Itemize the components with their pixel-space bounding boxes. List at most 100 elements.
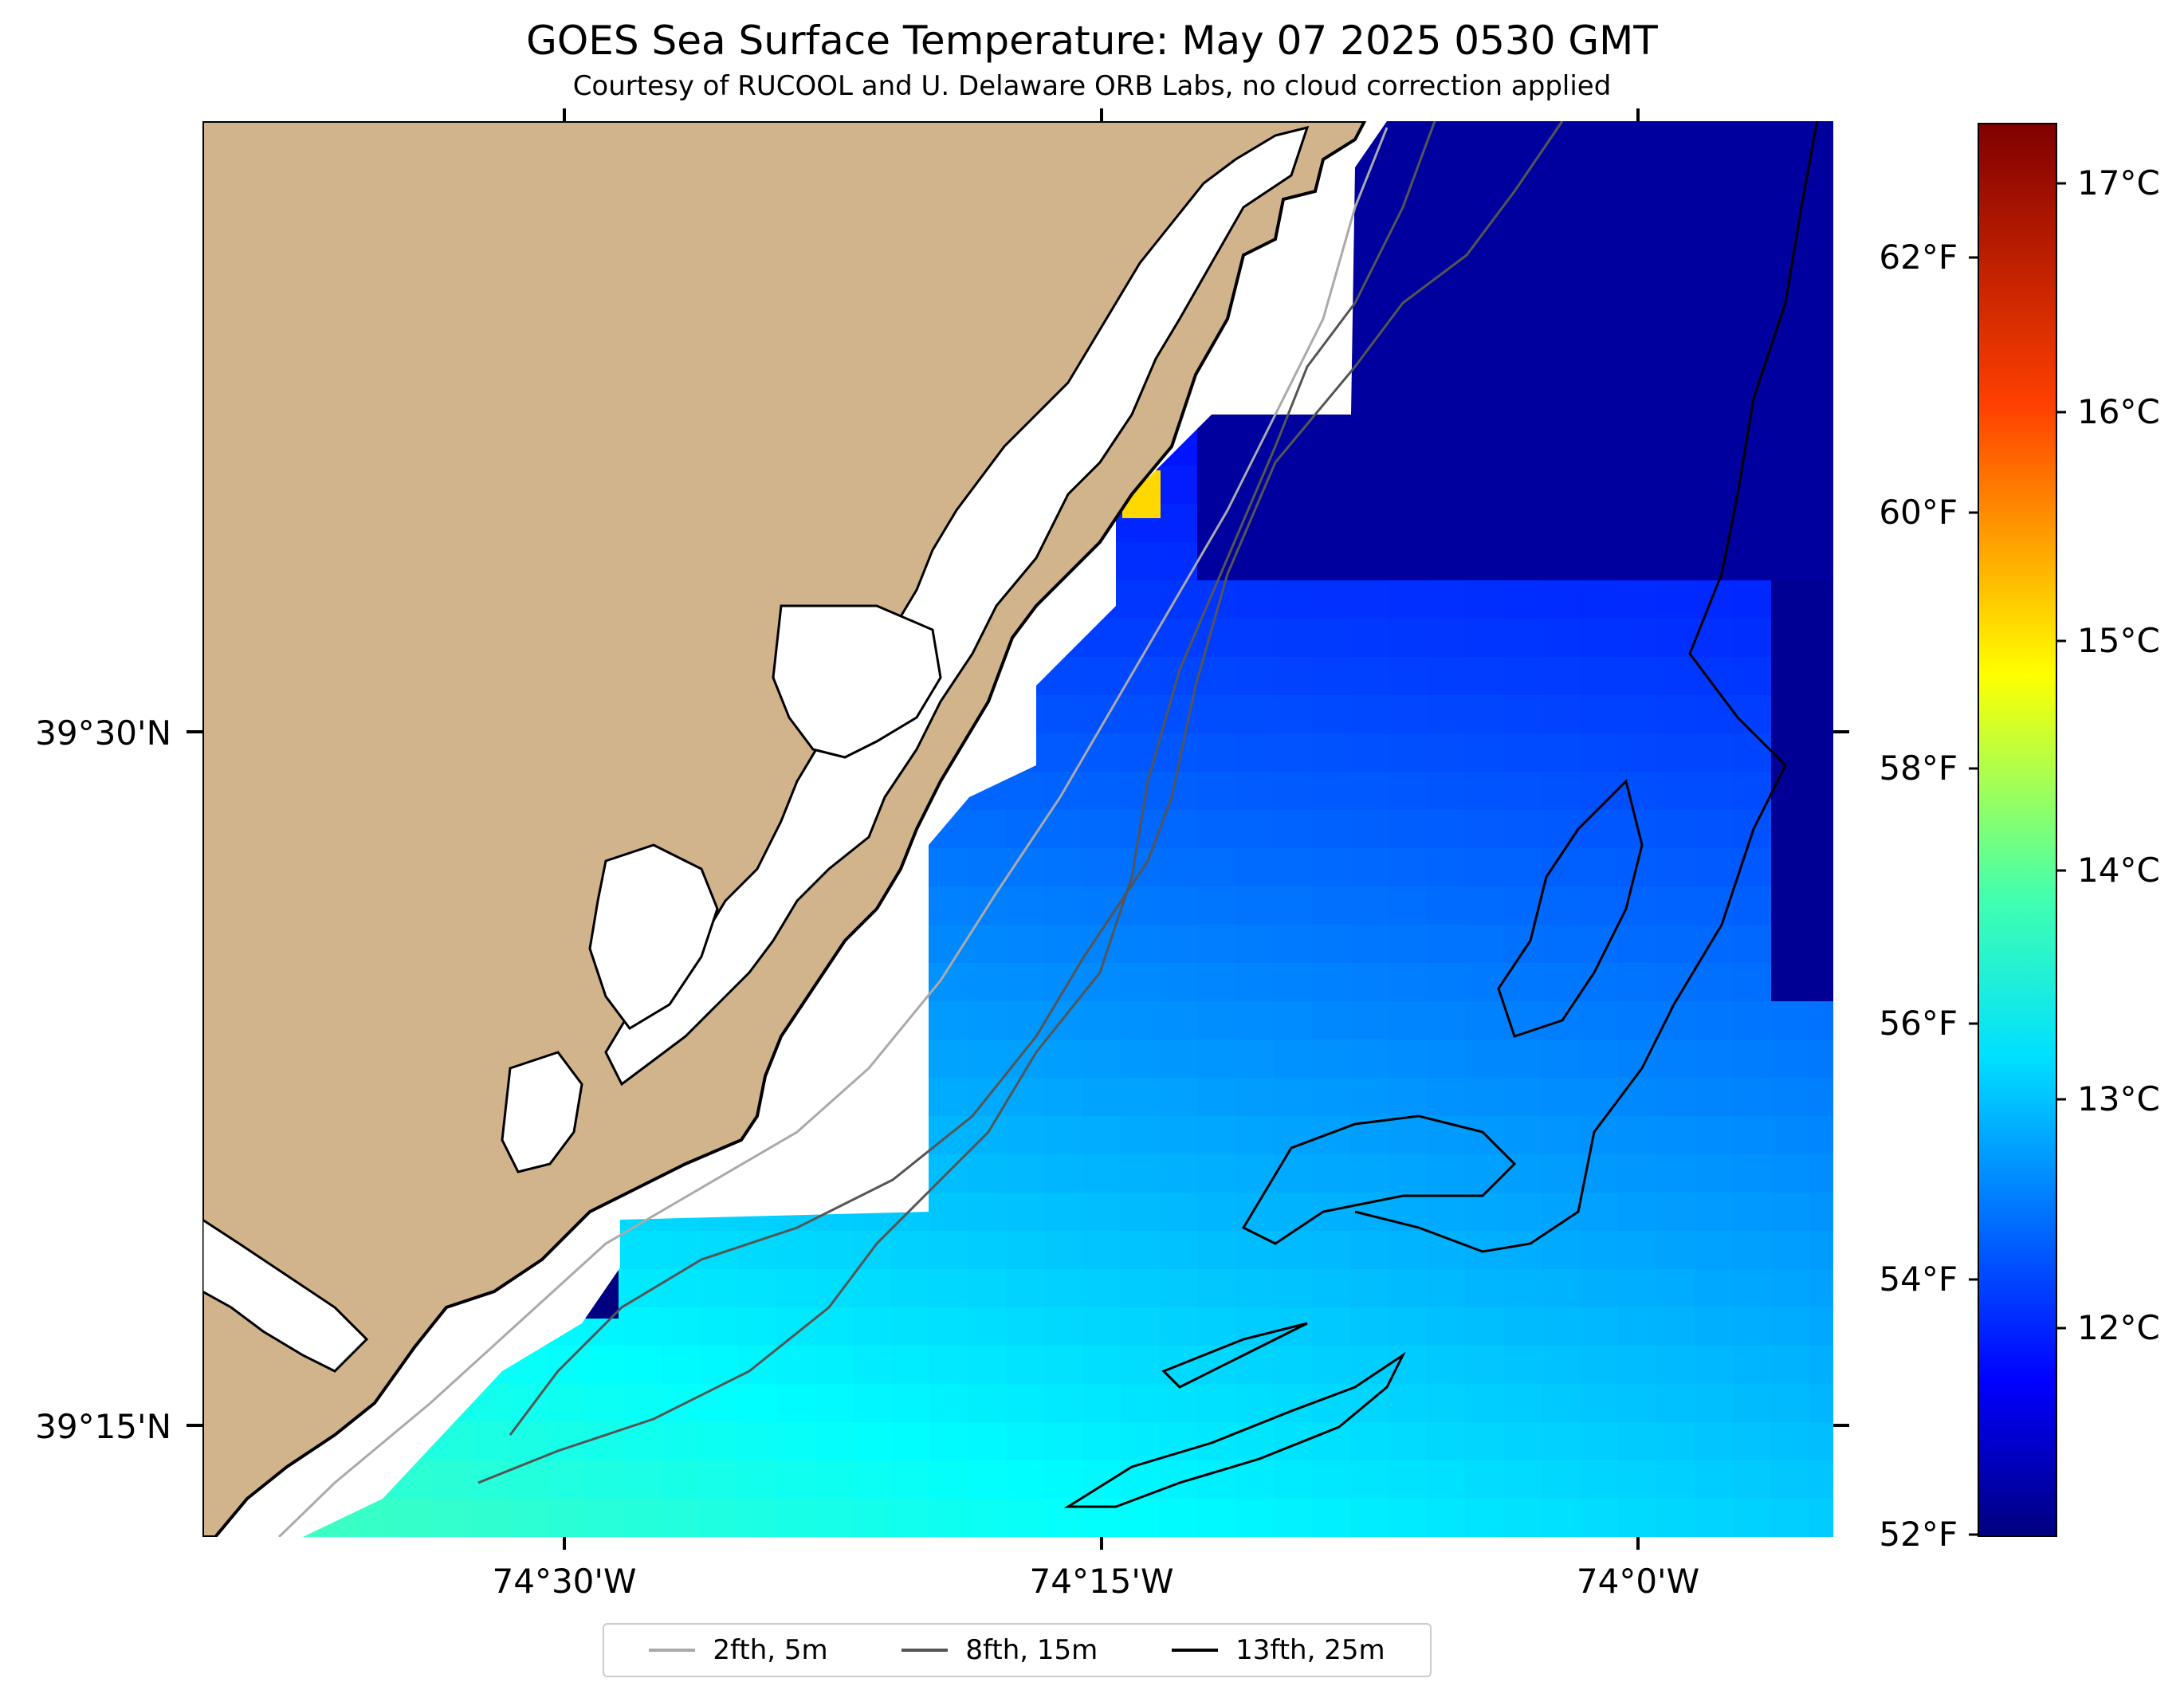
sst-cell (1465, 886, 1503, 925)
sst-cell (1389, 1307, 1427, 1346)
sst-cell (1503, 619, 1542, 657)
sst-cell (1159, 1422, 1197, 1460)
sst-cell (1006, 886, 1044, 925)
colorbar-label-c: 13°C (2077, 1079, 2160, 1118)
sst-cell (1503, 312, 1542, 351)
sst-cell (1733, 772, 1771, 810)
sst-cell (1121, 1001, 1159, 1040)
sst-cell (1427, 312, 1465, 351)
sst-cell (1580, 1231, 1618, 1269)
sst-cell (1695, 886, 1733, 925)
sst-cell (929, 925, 968, 963)
sst-cell (1159, 1040, 1197, 1078)
sst-cell (1503, 925, 1542, 963)
sst-cell (1771, 1193, 1809, 1231)
sst-cell (662, 1422, 700, 1460)
sst-cell (1006, 772, 1044, 810)
sst-cell (1503, 1269, 1542, 1307)
sst-cell (1503, 1460, 1542, 1499)
sst-cell (1503, 236, 1542, 274)
sst-cell (1389, 1269, 1427, 1307)
sst-cell (1350, 1078, 1389, 1116)
sst-cell (1809, 810, 1833, 848)
legend-line-swatch (1172, 1649, 1219, 1652)
sst-cell (1044, 1116, 1082, 1154)
sst-cell (1159, 1231, 1197, 1269)
sst-cell (1809, 1384, 1833, 1422)
sst-cell (1503, 810, 1542, 848)
sst-cell (1312, 886, 1350, 925)
sst-cell (1197, 1193, 1235, 1231)
sst-cell (1197, 886, 1235, 925)
sst-cell (1389, 312, 1427, 351)
sst-cell (929, 1307, 968, 1346)
sst-cell (1771, 1078, 1809, 1116)
map-subtitle: Courtesy of RUCOOL and U. Delaware ORB L… (572, 70, 1612, 102)
sst-cell (1427, 733, 1465, 772)
sst-cell (394, 1499, 432, 1537)
sst-cell (929, 886, 968, 925)
sst-cell (1235, 427, 1274, 466)
sst-cell (1427, 236, 1465, 274)
sst-cell (1695, 198, 1733, 236)
sst-cell (1082, 1422, 1121, 1460)
sst-cell (1618, 1307, 1656, 1346)
sst-cell (1771, 695, 1809, 733)
sst-cell (1542, 733, 1580, 772)
sst-cell (1197, 427, 1235, 466)
sst-cell (1235, 1231, 1274, 1269)
sst-cell (585, 1384, 623, 1422)
y-label-3915n: 39°15'N (35, 1407, 171, 1446)
sst-cell (700, 1346, 738, 1384)
sst-cell (1350, 580, 1389, 619)
sst-cell (1695, 925, 1733, 963)
sst-cell (1618, 504, 1656, 542)
sst-cell (1350, 1001, 1389, 1040)
sst-cell (1350, 695, 1389, 733)
sst-cell (1809, 542, 1833, 580)
sst-cell (1427, 657, 1465, 695)
sst-cell (1197, 1269, 1235, 1307)
sst-cell (1235, 848, 1274, 886)
sst-cell (1580, 504, 1618, 542)
sst-cell (1542, 1116, 1580, 1154)
sst-cell (853, 1499, 891, 1537)
sst-cell (738, 1499, 776, 1537)
sst-cell (1695, 963, 1733, 1001)
sst-cell (1082, 1231, 1121, 1269)
sst-cell (1159, 1116, 1197, 1154)
isobath-legend: 2fth, 5m 8fth, 15m 13fth, 25m (603, 1623, 1432, 1677)
sst-cell (1006, 1231, 1044, 1269)
sst-cell (1733, 1269, 1771, 1307)
sst-cell (1427, 1001, 1465, 1040)
sst-cell (1580, 1460, 1618, 1499)
sst-cell (1465, 1078, 1503, 1116)
sst-cell (1771, 1384, 1809, 1422)
sst-cell (1044, 1346, 1082, 1384)
sst-cell (1427, 1307, 1465, 1346)
sst-cell (662, 1499, 700, 1537)
colorbar-label-c: 16°C (2077, 392, 2160, 431)
sst-cell (776, 1460, 815, 1499)
sst-cell (1503, 1040, 1542, 1078)
sst-cell (1542, 466, 1580, 504)
sst-cell (1006, 1346, 1044, 1384)
sst-cell (1542, 925, 1580, 963)
sst-cell (1618, 1499, 1656, 1537)
sst-cell (1733, 312, 1771, 351)
y-label-3930n: 39°30'N (35, 713, 171, 753)
sst-cell (1044, 886, 1082, 925)
sst-cell (1503, 695, 1542, 733)
sst-cell (1465, 1384, 1503, 1422)
sst-cell (1733, 351, 1771, 389)
sst-cell (623, 1422, 662, 1460)
sst-cell (1465, 389, 1503, 427)
sst-cell (1006, 1307, 1044, 1346)
sst-cell (1542, 504, 1580, 542)
legend-label: 2fth, 5m (713, 1634, 828, 1666)
sst-cell (1580, 159, 1618, 198)
sst-cell (1465, 427, 1503, 466)
colorbar-label-f: 62°F (1879, 238, 1958, 277)
sst-cell (1656, 1078, 1695, 1116)
